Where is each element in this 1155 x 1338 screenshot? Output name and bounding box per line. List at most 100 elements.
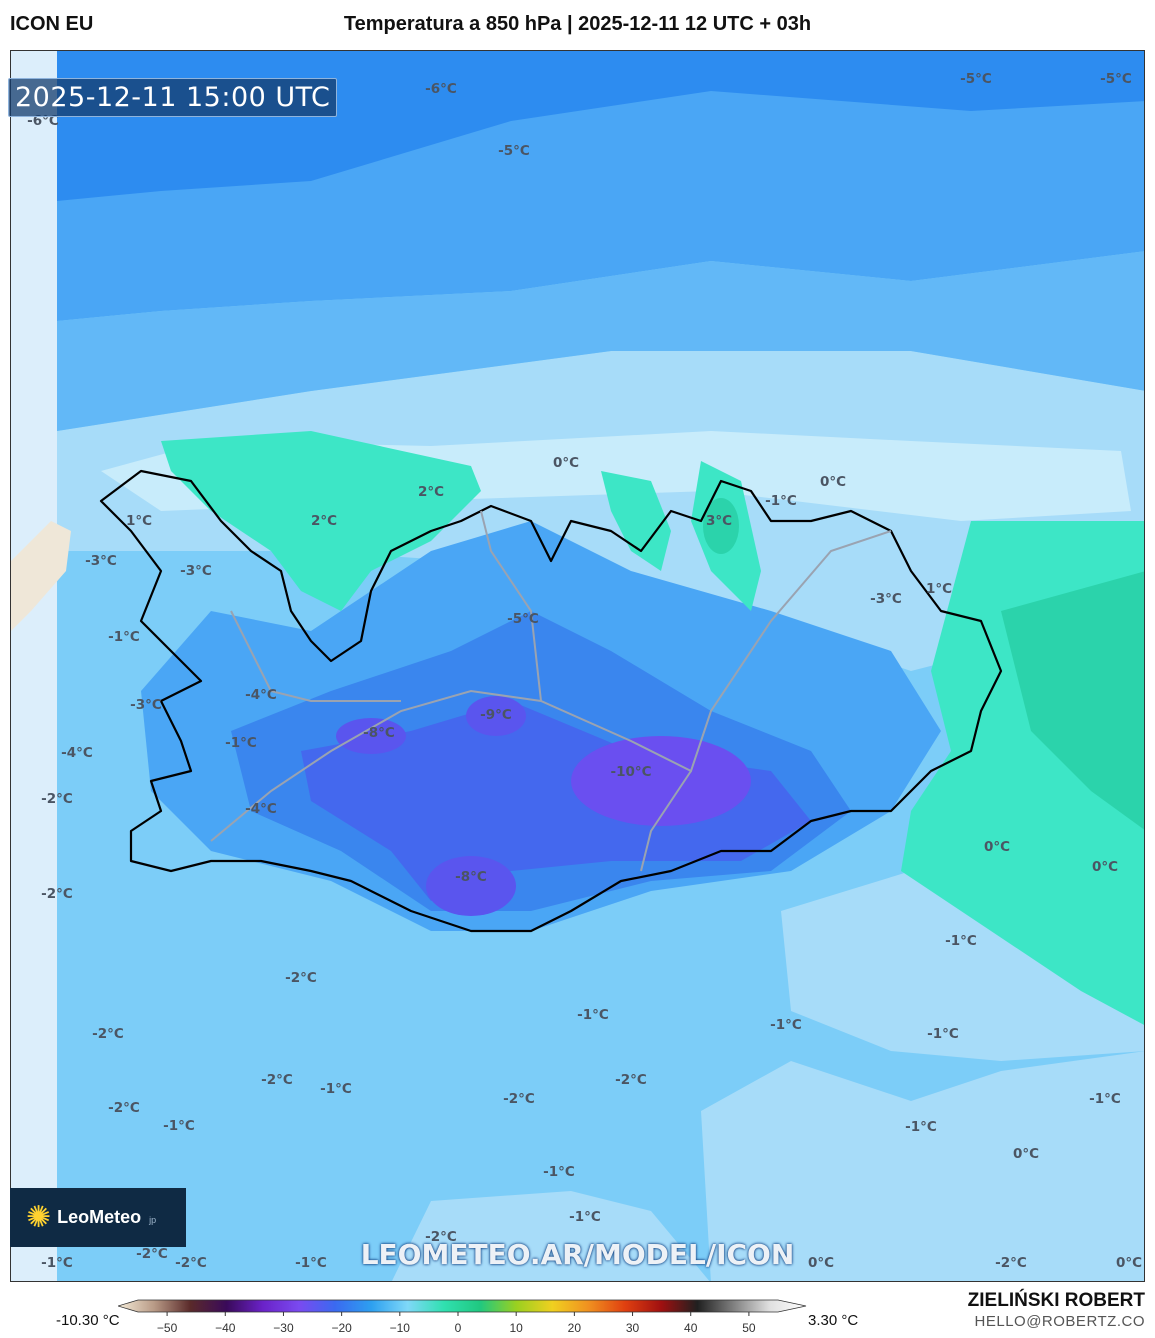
- contour-label: 0°C: [1013, 1146, 1039, 1162]
- leometeo-logo[interactable]: ✺ LeoMeteo jp: [10, 1188, 186, 1247]
- contour-label: -5°C: [498, 143, 530, 159]
- contour-label: -2°C: [425, 1229, 457, 1245]
- ring-road: [210, 530, 892, 842]
- contour-label: -2°C: [175, 1255, 207, 1271]
- contour-label: 0°C: [553, 455, 579, 471]
- band-1-n: [601, 471, 671, 571]
- contour-label: -8°C: [455, 869, 487, 885]
- contour-label: -6°C: [27, 113, 59, 129]
- band-minus1-n: [57, 351, 1144, 671]
- temperature-map[interactable]: -6°C -6°C -5°C -5°C -5°C 2°C 2°C 0°C 0°C -1°C 3°C 1…: [10, 50, 1145, 1282]
- contour-label: -9°C: [480, 707, 512, 723]
- contour-label: -4°C: [61, 745, 93, 761]
- contour-label: -1°C: [225, 735, 257, 751]
- contour-label: -2°C: [41, 791, 73, 807]
- contour-label: -1°C: [1089, 1091, 1121, 1107]
- road-south: [640, 770, 692, 872]
- contour-label: 0°C: [808, 1255, 834, 1271]
- chart-title: Temperatura a 850 hPa | 2025-12-11 12 UT…: [343, 13, 812, 35]
- legend-tick-label: 10: [510, 1321, 524, 1335]
- contour-label: -1°C: [320, 1081, 352, 1097]
- contour-label: -3°C: [870, 591, 902, 607]
- contour-label: -2°C: [503, 1091, 535, 1107]
- contour-label: 0°C: [1092, 859, 1118, 875]
- contour-label: -1°C: [577, 1007, 609, 1023]
- contour-label: -10°C: [610, 764, 651, 780]
- contour-label: -1°C: [927, 1026, 959, 1042]
- sun-icon: ✺: [26, 1200, 52, 1234]
- band-minus8: [301, 701, 811, 901]
- contour-label: -4°C: [245, 801, 277, 817]
- contour-label: -1°C: [108, 629, 140, 645]
- band-minus8-s: [426, 856, 516, 916]
- author-name: ZIELIŃSKI ROBERT: [967, 1290, 1145, 1311]
- contour-label: -1°C: [905, 1119, 937, 1135]
- legend-tick-label: −10: [390, 1321, 411, 1335]
- road-north: [480, 510, 542, 702]
- contour-label: 0°C: [984, 839, 1010, 855]
- model-name: ICON EU: [10, 13, 94, 35]
- contour-label: -1°C: [41, 1255, 73, 1271]
- contour-label: 0°C: [820, 474, 846, 490]
- contour-label: -6°C: [425, 81, 457, 97]
- contour-label: -1°C: [770, 1017, 802, 1033]
- contour-label: -1°C: [945, 933, 977, 949]
- contour-label: -2°C: [41, 886, 73, 902]
- contour-labels: -6°C -6°C -5°C -5°C -5°C 2°C 2°C 0°C 0°C -1°C 3°C 1…: [27, 71, 1142, 1271]
- band-minus8-w: [336, 718, 406, 754]
- contour-label: 2°C: [311, 513, 337, 529]
- legend-min-label: -10.30 °C: [56, 1312, 120, 1329]
- contour-label: -1°C: [163, 1118, 195, 1134]
- legend-tick-label: 30: [626, 1321, 640, 1335]
- contour-label: -4°C: [245, 687, 277, 703]
- band-3-e: [1001, 571, 1144, 830]
- contour-label: -2°C: [995, 1255, 1027, 1271]
- contour-label: -2°C: [261, 1072, 293, 1088]
- legend-max-label: 3.30 °C: [808, 1312, 859, 1329]
- contour-label: -2°C: [136, 1246, 168, 1262]
- legend-tick-label: −40: [215, 1321, 236, 1335]
- contour-label: -5°C: [1100, 71, 1132, 87]
- legend-tick-label: 50: [742, 1321, 756, 1335]
- contour-label: -2°C: [92, 1026, 124, 1042]
- iceland-coastline: [99, 469, 1003, 933]
- contour-label: -3°C: [180, 563, 212, 579]
- contour-label: -3°C: [130, 697, 162, 713]
- contour-label: -2°C: [108, 1100, 140, 1116]
- author-email[interactable]: HELLO@ROBERTZ.CO: [974, 1313, 1145, 1330]
- legend-tick-label: −50: [157, 1321, 178, 1335]
- legend-tick-label: 0: [455, 1321, 462, 1335]
- contour-label: -2°C: [285, 970, 317, 986]
- contour-label: 1°C: [126, 513, 152, 529]
- legend-ticks: −50 −40 −30 −20 −10 0 10 20 30 40 50: [157, 1312, 756, 1335]
- band-minus4: [57, 251, 1144, 431]
- contour-label: 2°C: [418, 484, 444, 500]
- contour-label: -1°C: [295, 1255, 327, 1271]
- contour-label: -5°C: [507, 611, 539, 627]
- contour-label: -2°C: [615, 1072, 647, 1088]
- contour-label: -5°C: [960, 71, 992, 87]
- legend-tick-label: 20: [568, 1321, 582, 1335]
- map-canvas: -6°C -6°C -5°C -5°C -5°C 2°C 2°C 0°C 0°C -1°C 3°C 1…: [11, 51, 1144, 1281]
- band-minus10: [571, 736, 751, 826]
- valid-time-badge: 2025-12-11 15:00 UTC: [8, 78, 338, 117]
- logo-text: LeoMeteo: [57, 1207, 142, 1227]
- logo-sub: jp: [149, 1215, 157, 1225]
- left-strip: [11, 51, 57, 1281]
- band-3-core: [703, 498, 739, 554]
- color-legend: −50 −40 −30 −20 −10 0 10 20 30 40 50: [118, 1299, 807, 1335]
- legend-bar: [118, 1299, 807, 1313]
- legend-tick-label: −20: [331, 1321, 352, 1335]
- legend-tick-label: 40: [684, 1321, 698, 1335]
- band-minus1-e: [781, 871, 1144, 1061]
- contour-label: -1°C: [569, 1209, 601, 1225]
- legend-tick-label: −30: [273, 1321, 294, 1335]
- road-west: [230, 610, 401, 702]
- band-minus1-s: [391, 1191, 710, 1281]
- contour-label: 1°C: [926, 581, 952, 597]
- band-2-nw: [161, 431, 481, 611]
- contour-label: 0°C: [1116, 1255, 1142, 1271]
- contour-label: 3°C: [706, 513, 732, 529]
- land-greenland: [11, 521, 71, 631]
- contour-label: -8°C: [363, 725, 395, 741]
